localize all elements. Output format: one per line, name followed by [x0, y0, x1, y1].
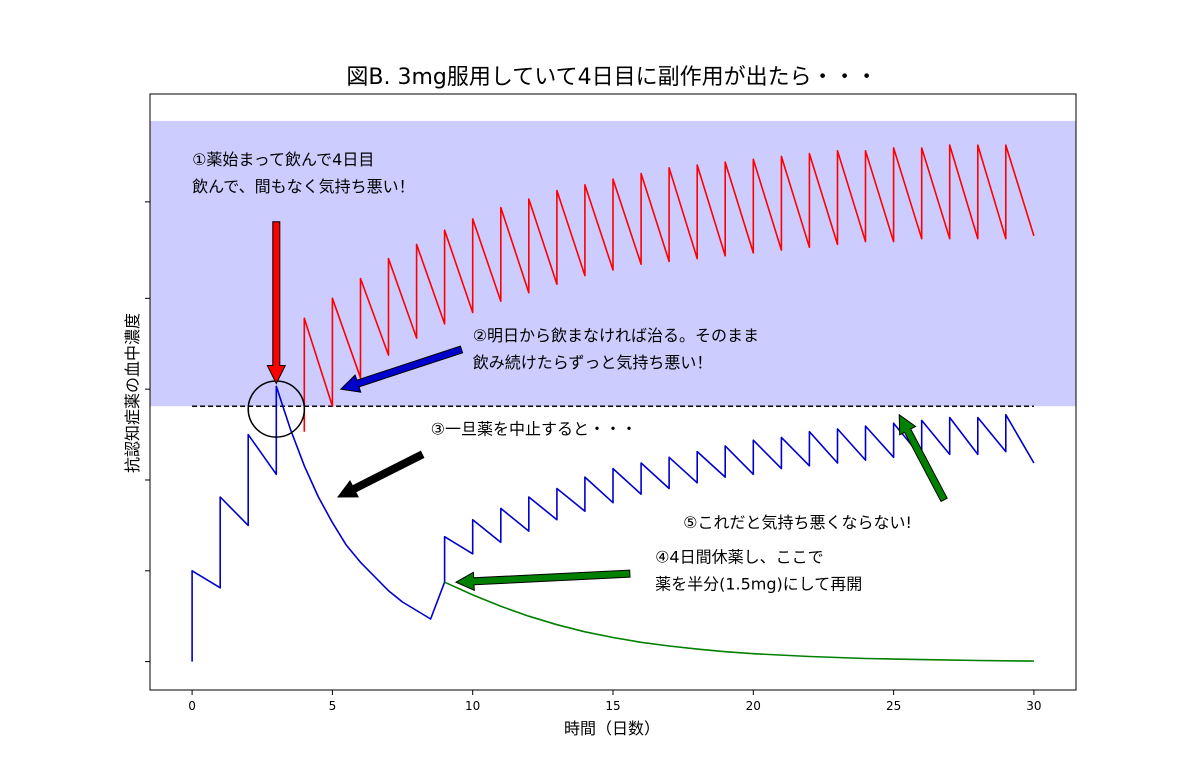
- series-line-blue-1: [191, 385, 446, 662]
- series-line-green-3: [444, 581, 1034, 662]
- y-axis-label: 抗認知症薬の血中濃度: [123, 313, 142, 473]
- x-tick-label: 5: [329, 699, 337, 713]
- x-tick-label: 20: [746, 699, 761, 713]
- annotation-1-line-2: 飲んで、間もなく気持ち悪い！: [192, 177, 415, 196]
- annotation-4-line-1: ④4日間休薬し、ここで: [655, 547, 824, 566]
- x-tick-label: 15: [605, 699, 620, 713]
- annotation-4-line-2: 薬を半分(1.5mg)にして再開: [655, 574, 862, 593]
- x-axis: 0 5 10 15 20 25 30: [188, 690, 1042, 713]
- x-axis-label: 時間（日数）: [564, 719, 660, 738]
- annotation-2-line-2: 飲み続けたらずっと気持ち悪い！: [473, 353, 713, 372]
- annotation-5-line-1: ⑤これだと気持ち悪くならない!: [683, 513, 912, 532]
- y-axis: [145, 201, 150, 663]
- arrow-layer: [266, 221, 948, 592]
- series-line-red-0: [303, 144, 1035, 432]
- plot-area: [150, 120, 1076, 662]
- x-tick-label: 0: [188, 699, 196, 713]
- annotation-3-line-1: ③一旦薬を中止すると・・・: [431, 420, 637, 439]
- annotation-arrow-1: [266, 221, 287, 385]
- annotation-arrow-5: [898, 413, 948, 503]
- x-tick-label: 25: [886, 699, 901, 713]
- annotation-2-line-1: ②明日から飲まなければ治る。そのまま: [473, 326, 759, 345]
- annotation-1-line-1: ①薬始まって飲んで4日目: [192, 150, 374, 169]
- annotation-arrow-4: [454, 569, 631, 592]
- chart-title: 図B. 3mg服用していて4日目に副作用が出たら・・・: [346, 65, 877, 90]
- series-layer: [191, 144, 1035, 662]
- x-tick-label: 30: [1026, 699, 1041, 713]
- annotation-arrow-2: [339, 345, 464, 393]
- annotation-arrow-3: [337, 450, 425, 498]
- x-tick-label: 10: [465, 699, 480, 713]
- series-line-blue-2: [443, 413, 1035, 583]
